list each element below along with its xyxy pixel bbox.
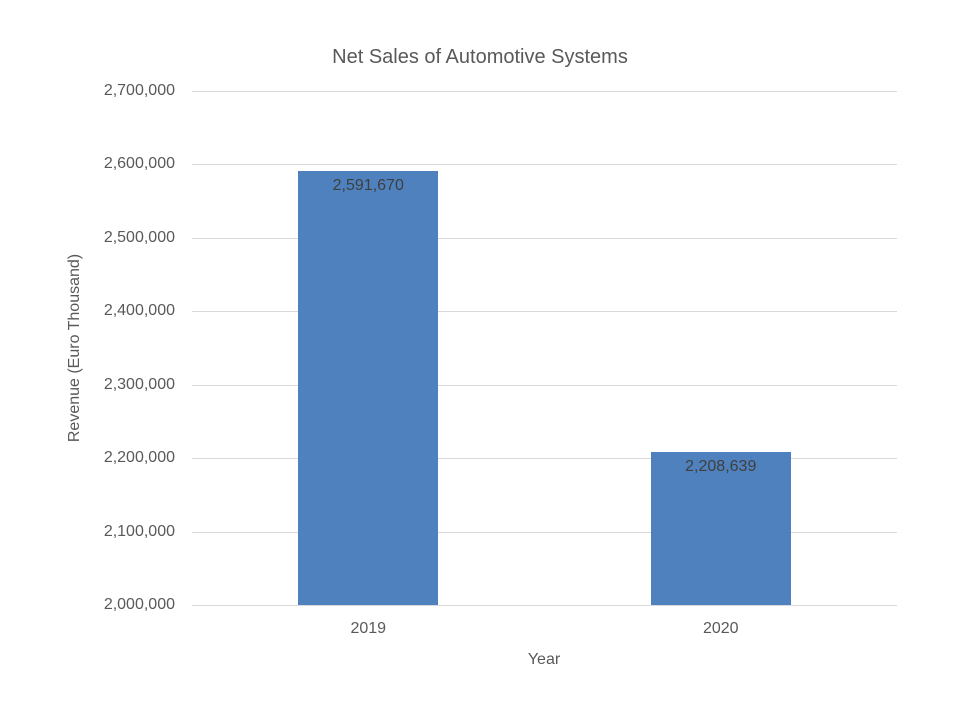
y-tick-label: 2,600,000 <box>103 155 175 173</box>
bar-2020[interactable]: 2,208,639 <box>650 451 791 605</box>
y-tick-label: 2,500,000 <box>103 228 175 246</box>
gridline <box>192 384 897 386</box>
y-tick-label: 2,300,000 <box>103 375 175 393</box>
chart-title: Net Sales of Automotive Systems <box>332 46 628 68</box>
gridline <box>192 531 897 533</box>
gridline <box>192 91 897 92</box>
data-label: 2,208,639 <box>685 457 757 475</box>
gridline <box>192 311 897 313</box>
x-axis: 2019 2020 <box>192 605 897 645</box>
y-tick-label: 2,700,000 <box>103 82 175 99</box>
y-tick-label: 2,100,000 <box>103 522 175 540</box>
y-axis: 2,000,000 2,100,000 2,200,000 2,300,000 2,40… <box>0 82 175 613</box>
bar-2019[interactable]: 2,591,670 <box>298 170 439 605</box>
data-label: 2,591,670 <box>332 176 404 194</box>
gridline <box>192 237 897 239</box>
gridline <box>192 458 897 460</box>
x-tick-label: 2020 <box>702 620 739 637</box>
x-tick-label: 2019 <box>350 620 387 637</box>
gridline <box>192 164 897 166</box>
y-tick-label: 2,200,000 <box>103 449 175 467</box>
y-tick-label: 2,000,000 <box>103 596 175 613</box>
plot-area: 2,591,670 2,208,639 <box>192 91 897 606</box>
x-axis-title: Year <box>527 651 561 668</box>
y-tick-label: 2,400,000 <box>103 302 175 320</box>
x-axis-line <box>192 605 897 606</box>
